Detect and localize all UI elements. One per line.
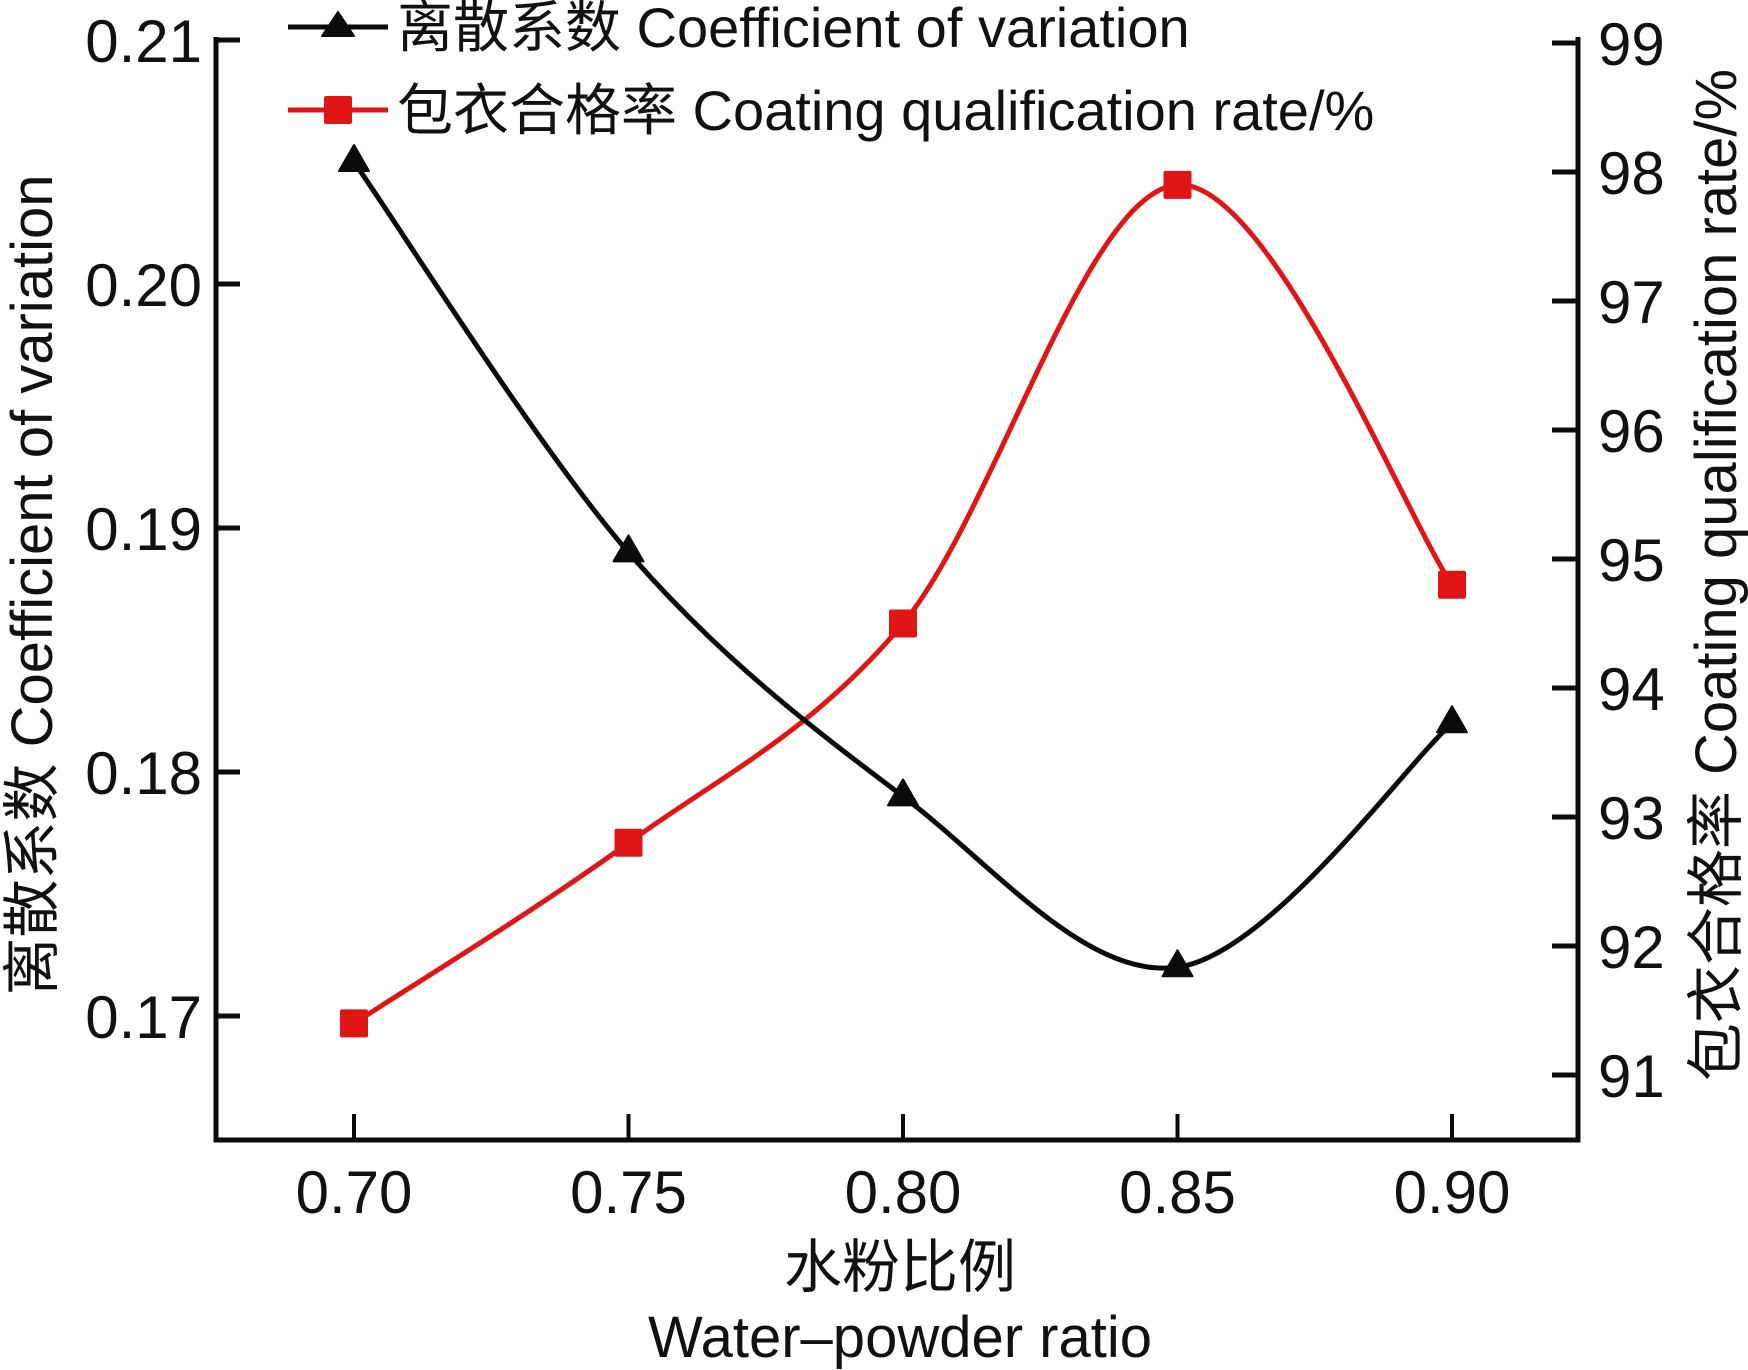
x-tick-label: 0.70 xyxy=(296,1159,413,1226)
left-tick-label: 0.21 xyxy=(85,8,202,75)
triangle-marker xyxy=(1436,705,1468,734)
triangle-marker xyxy=(887,778,919,807)
series-coefficient-of-variation xyxy=(338,144,1468,978)
legend-label-coating-rate: 包衣合格率 Coating qualification rate/% xyxy=(397,79,1374,142)
triangle-marker xyxy=(1161,949,1194,978)
right-tick-label: 97 xyxy=(1598,269,1665,336)
right-tick-label: 96 xyxy=(1598,398,1665,465)
square-marker xyxy=(889,609,917,638)
right-tick-label: 92 xyxy=(1598,914,1665,981)
left-tick-label: 0.18 xyxy=(85,740,202,807)
left-axis-title: 离散系数 Coefficient of variation xyxy=(0,175,65,996)
legend-triangle-icon xyxy=(321,11,355,37)
right-tick-label: 99 xyxy=(1598,11,1665,78)
legend-item-coating-rate: 包衣合格率 Coating qualification rate/% xyxy=(288,79,1374,142)
series-layer xyxy=(338,144,1468,1038)
series-line xyxy=(352,182,1455,1026)
legend-square-icon xyxy=(324,96,352,124)
triangle-marker xyxy=(338,144,370,172)
triangle-marker xyxy=(612,534,645,563)
right-tick-label: 91 xyxy=(1598,1043,1665,1110)
x-axis-ticks: 0.70 0.75 0.80 0.85 0.90 xyxy=(296,1114,1511,1226)
legend-label-coefficient: 离散系数 Coefficient of variation xyxy=(397,0,1190,59)
right-tick-label: 93 xyxy=(1598,785,1665,852)
x-tick-label: 0.90 xyxy=(1394,1159,1511,1226)
x-tick-label: 0.75 xyxy=(570,1159,687,1226)
left-tick-label: 0.17 xyxy=(85,984,202,1051)
square-marker xyxy=(1438,570,1466,599)
square-marker xyxy=(614,828,643,857)
right-tick-label: 98 xyxy=(1598,140,1665,207)
x-axis-title-cn: 水粉比例 xyxy=(784,1235,1016,1300)
left-tick-label: 0.19 xyxy=(85,496,202,563)
x-axis-title-en: Water–powder ratio xyxy=(648,1305,1152,1370)
series-coating-qualification-rate xyxy=(340,170,1466,1038)
left-axis-ticks: 0.17 0.18 0.19 0.20 0.21 xyxy=(85,8,240,1051)
legend-item-coefficient: 离散系数 Coefficient of variation xyxy=(288,0,1190,59)
right-axis-title: 包衣合格率 Coating qualification rate/% xyxy=(1684,69,1748,1081)
left-tick-label: 0.20 xyxy=(85,252,202,319)
right-tick-label: 94 xyxy=(1598,656,1665,723)
axes xyxy=(213,37,1581,1143)
legend: 离散系数 Coefficient of variation 包衣合格率 Coat… xyxy=(288,0,1374,142)
square-marker xyxy=(1163,170,1192,199)
right-axis-ticks: 91 92 93 94 95 96 97 98 99 xyxy=(1552,11,1665,1110)
x-tick-label: 0.85 xyxy=(1119,1159,1236,1226)
right-tick-label: 95 xyxy=(1598,527,1665,594)
square-marker xyxy=(340,1009,368,1038)
x-tick-label: 0.80 xyxy=(845,1159,962,1226)
